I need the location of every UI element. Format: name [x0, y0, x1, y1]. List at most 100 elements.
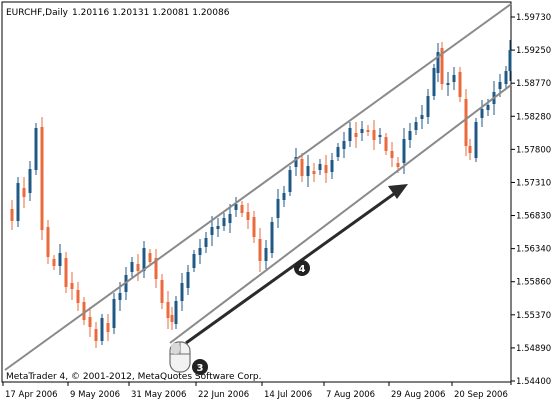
step-4-badge: 4 — [294, 260, 310, 276]
candle-body — [432, 68, 436, 96]
candle-body — [70, 283, 74, 289]
candle-body — [210, 227, 214, 235]
y-tick-label: 1.59250 — [516, 46, 551, 56]
candle-body — [288, 170, 292, 192]
step-3-badge: 3 — [192, 359, 208, 375]
candle-body — [318, 164, 322, 170]
candle-body — [142, 248, 146, 271]
candles-layer — [10, 40, 512, 348]
candle-body — [252, 217, 256, 237]
y-tick-label: 1.59730 — [516, 13, 551, 23]
candle-body — [216, 226, 220, 229]
candle-body — [160, 280, 164, 303]
candle-body — [186, 272, 190, 288]
candle-body — [486, 105, 490, 110]
candle-body — [464, 99, 468, 146]
svg-text:3: 3 — [197, 363, 204, 374]
y-tick-label: 1.57310 — [516, 178, 551, 188]
candle-body — [166, 302, 170, 318]
candle-body — [76, 290, 80, 303]
candle-body — [300, 159, 304, 176]
trend-arrow — [185, 184, 408, 345]
channel-lines — [4, 3, 512, 371]
candle-body — [234, 204, 238, 210]
candle-body — [276, 199, 280, 218]
candle-body — [342, 141, 346, 149]
candle-body — [480, 109, 484, 118]
ohlc-label: 1.20116 1.20131 1.20081 1.20086 — [72, 8, 230, 18]
candle-body — [270, 222, 274, 253]
candle-body — [130, 262, 134, 272]
candle-body — [46, 227, 50, 257]
x-tick-label: 7 Aug 2006 — [326, 390, 375, 400]
candle-body — [354, 133, 358, 137]
x-tick-label: 22 Jun 2006 — [198, 390, 249, 400]
candle-body — [106, 323, 110, 332]
x-tick-label: 17 Apr 2006 — [5, 390, 58, 400]
y-tick-label: 1.58770 — [516, 79, 551, 89]
candle-body — [446, 83, 450, 85]
y-tick-label: 1.55370 — [516, 311, 551, 321]
candle-body — [112, 299, 116, 328]
candle-body — [258, 239, 262, 261]
candle-body — [94, 329, 98, 341]
candle-body — [192, 254, 196, 268]
candle-body — [360, 129, 364, 133]
candle-body — [420, 115, 424, 119]
candle-body — [282, 193, 286, 200]
candle-body — [100, 318, 104, 341]
candle-body — [180, 283, 184, 301]
candle-body — [82, 302, 86, 320]
y-tick-label: 1.56340 — [516, 245, 551, 255]
candle-body — [170, 315, 174, 322]
candle-body — [336, 147, 340, 157]
symbol-label: EURCHF,Daily — [6, 8, 69, 18]
time-axis: 17 Apr 2006 9 May 2006 31 May 2006 22 Jun 2… — [2, 382, 508, 400]
candle-body — [402, 139, 406, 163]
candle-body — [240, 205, 244, 213]
channel-line — [169, 84, 512, 344]
candle-body — [324, 165, 328, 173]
candle-body — [264, 248, 268, 261]
candle-body — [390, 151, 394, 158]
candle-body — [468, 146, 472, 153]
candle-body — [474, 122, 478, 158]
x-tick-label: 29 Aug 2006 — [391, 390, 445, 400]
candle-body — [306, 166, 310, 176]
mouse-icon — [169, 341, 191, 373]
x-tick-label: 20 Sep 2006 — [454, 390, 508, 400]
y-tick-label: 1.56830 — [516, 212, 551, 222]
price-axis: 1.59730 1.59250 1.58770 1.58280 1.57800 1.573… — [511, 13, 551, 387]
candle-body — [426, 96, 430, 117]
candle-body — [88, 317, 92, 327]
candle-body — [136, 264, 140, 271]
candle-body — [330, 160, 334, 172]
candle-body — [246, 212, 250, 220]
candle-body — [22, 188, 26, 197]
candle-body — [440, 48, 444, 84]
candle-body — [204, 238, 208, 247]
channel-line — [4, 3, 512, 371]
candle-body — [10, 209, 14, 221]
candle-body — [312, 171, 316, 174]
candle-body — [452, 75, 456, 82]
candle-body — [366, 130, 370, 132]
candle-body — [378, 135, 382, 137]
candle-body — [458, 72, 462, 97]
svg-text:4: 4 — [299, 264, 306, 275]
candle-body — [28, 169, 32, 193]
candle-body — [348, 128, 352, 141]
candle-body — [222, 218, 226, 226]
candle-body — [408, 131, 412, 140]
candle-body — [16, 183, 20, 221]
y-tick-label: 1.55860 — [516, 278, 551, 288]
candle-body — [148, 253, 152, 262]
candle-body — [34, 128, 38, 170]
candle-body — [154, 258, 158, 279]
y-tick-label: 1.57800 — [516, 145, 551, 155]
x-tick-label: 14 Jul 2006 — [264, 390, 312, 400]
candle-body — [294, 157, 298, 167]
x-tick-label: 31 May 2006 — [131, 390, 186, 400]
